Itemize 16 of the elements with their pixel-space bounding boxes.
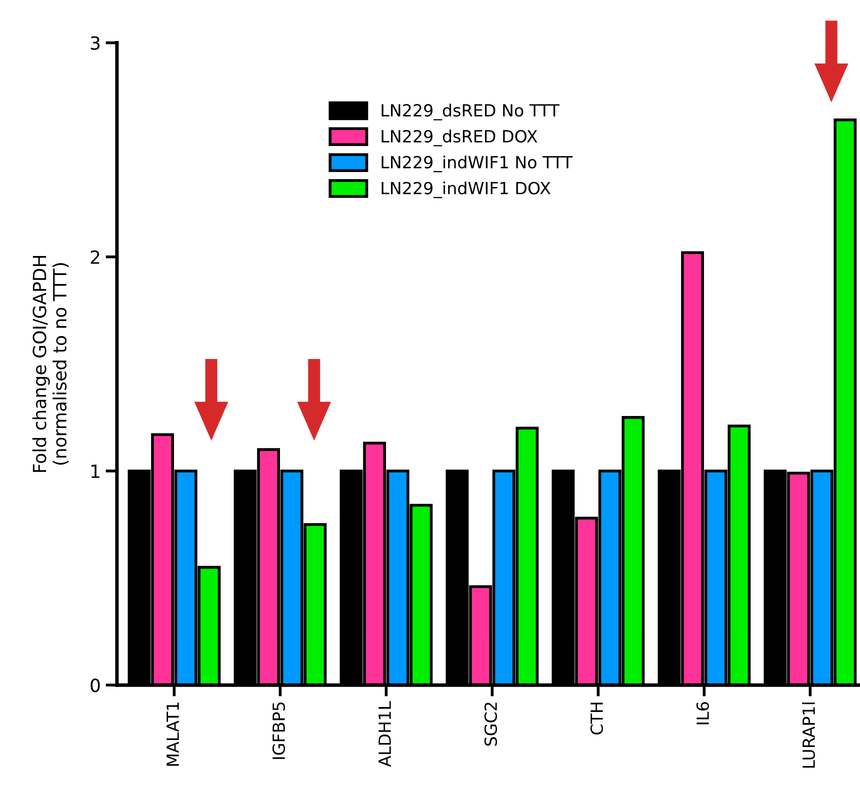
x-tick-label: CTH xyxy=(590,702,604,734)
x-tick-label: SGC2 xyxy=(484,702,498,746)
x-tick-label: MALAT1 xyxy=(166,702,179,766)
x-tick-label: IL6 xyxy=(696,702,710,724)
y-axis-title: Fold change GOI/GAPDH (normalised to no TTT) xyxy=(32,256,69,472)
legend-label: LN229_indWIF1 No TTT xyxy=(382,156,573,172)
y-tick-label: 1 xyxy=(91,464,100,478)
x-tick-label: IGFBP5 xyxy=(272,702,286,759)
x-tick-label: ALDH1L xyxy=(378,701,391,767)
legend-label: LN229_dsRED No TTT xyxy=(382,104,560,120)
x-tick-label: LURAP1l xyxy=(802,702,816,768)
y-tick-label: 3 xyxy=(90,36,100,50)
y-tick-label: 2 xyxy=(90,250,100,264)
legend-label: LN229_dsRED DOX xyxy=(382,130,538,146)
legend-label: LN229_indWIF1 DOX xyxy=(382,182,550,198)
y-tick-label: 0 xyxy=(90,678,100,692)
